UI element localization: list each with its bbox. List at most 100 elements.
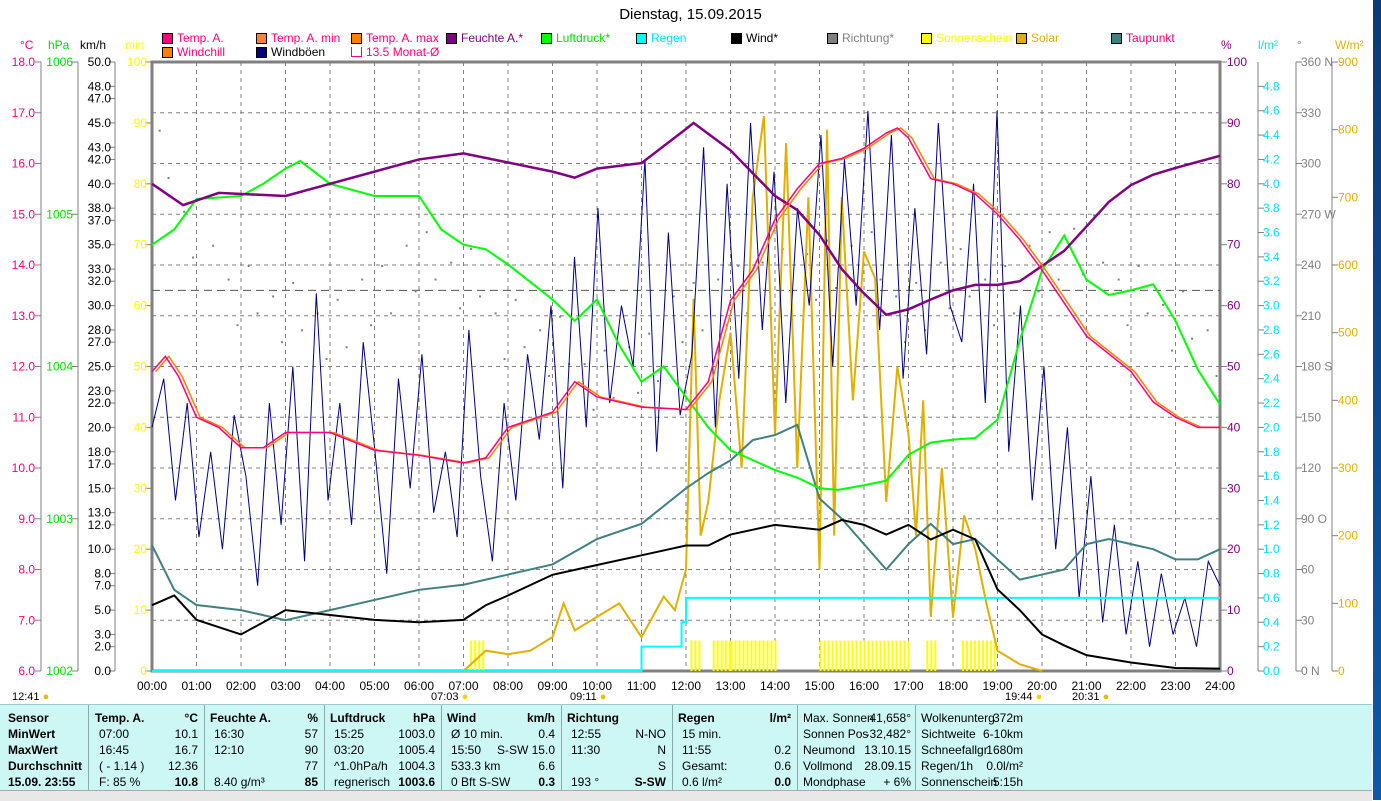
sunshine-bar — [867, 640, 870, 671]
desktop-edge — [1373, 0, 1381, 800]
sun-moon-marker: 12:41 ● — [12, 691, 49, 703]
legend-item: Solar — [1016, 31, 1059, 45]
sunshine-tick-label: 50 — [134, 360, 148, 374]
direction-dot — [915, 281, 918, 284]
sunshine-bar — [831, 640, 834, 671]
solar-tick-label: 600 — [1338, 258, 1358, 272]
sunshine-bar — [716, 640, 719, 671]
solar-tick-label: 500 — [1338, 326, 1358, 340]
direction-dot — [657, 380, 660, 383]
wind-tick-label: 25.0 — [88, 360, 112, 374]
humidity-tick-label: 60 — [1227, 299, 1241, 313]
axis-unit-label: W/m² — [1335, 38, 1364, 52]
direction-dot — [603, 349, 606, 352]
column-header: Wind — [447, 711, 477, 725]
direction-dot — [370, 324, 373, 327]
sunshine-tick-label: 30 — [134, 481, 148, 495]
direction-dot — [158, 129, 161, 132]
solar-series-line — [462, 115, 1043, 672]
direction-dot — [904, 341, 907, 344]
x-tick-label: 20:00 — [1027, 679, 1057, 693]
legend-swatch — [162, 46, 173, 58]
direction-dot — [612, 396, 615, 399]
legend-swatch — [446, 32, 457, 44]
wind-tick-label: 40.0 — [88, 177, 112, 191]
temp-tick-label: 17.0 — [12, 106, 36, 120]
cell-label: 193 ° — [571, 775, 600, 789]
cell-value: 0.3 — [538, 775, 555, 789]
direction-tick-label: 0 N — [1301, 664, 1320, 678]
rain-tick-label: 2.6 — [1263, 347, 1280, 361]
humidity-tick-label: 70 — [1227, 238, 1241, 252]
humidity-tick-label: 10 — [1227, 603, 1241, 617]
temp-tick-label: 12.0 — [12, 360, 36, 374]
cell-value: S-SW — [634, 775, 666, 789]
marker-time: 20:31 — [1072, 691, 1100, 703]
direction-dot — [1048, 231, 1051, 234]
pressure-series-line — [151, 159, 1221, 491]
sunshine-bar — [746, 640, 749, 671]
direction-dot — [701, 329, 704, 332]
x-tick-label: 18:00 — [938, 679, 968, 693]
solar-tick-label: 800 — [1338, 123, 1358, 137]
cell-value: 0.6 — [774, 759, 791, 773]
temp-tick-label: 16.0 — [12, 157, 36, 171]
sunshine-bar — [883, 640, 886, 671]
axis-unit-label: hPa — [48, 38, 70, 52]
col-pressure: Luftdruck hPa 15:25 1003.0 03:20 1005.4 ^1.0hP… — [324, 705, 442, 791]
direction-dot — [870, 231, 873, 234]
dewpoint-series-line — [151, 423, 1221, 622]
wind-tick-label: 48.0 — [88, 79, 112, 93]
legend-label: Sonnenschein — [936, 31, 1013, 45]
rain-tick-label: 0.4 — [1263, 615, 1280, 629]
sunshine-bar — [871, 640, 874, 671]
legend-label: Windböen — [271, 45, 326, 59]
direction-dot — [503, 358, 506, 361]
wind-tick-label: 5.0 — [94, 603, 111, 617]
x-tick-label: 16:00 — [849, 679, 879, 693]
cell-label: 12:10 — [214, 743, 245, 757]
rain-tick-label: 2.4 — [1263, 372, 1280, 386]
sunshine-bar — [851, 640, 854, 671]
cell-label: 15:50 — [451, 743, 482, 757]
rain-tick-label: 4.2 — [1263, 152, 1280, 166]
axis-unit-label: °C — [20, 38, 34, 52]
sunshine-bar — [819, 640, 822, 671]
temp-tick-label: 7.0 — [18, 613, 35, 627]
pressure-tick-label: 1004 — [46, 360, 73, 374]
direction-dot — [826, 239, 829, 242]
cell-label: Mondphase — [803, 775, 866, 789]
cell-label: Ø 10 min. — [451, 727, 504, 741]
direction-dot — [548, 374, 551, 377]
direction-dot — [559, 315, 562, 318]
weather-chart: 6.07.08.09.010.011.012.013.014.015.016.0… — [12, 55, 1359, 693]
cell-value: 1003.6 — [398, 775, 435, 789]
temp-tick-label: 15.0 — [12, 207, 36, 221]
cell-label: 0 Bft S-SW — [451, 775, 511, 789]
col-wind: Wind km/h Ø 10 min. 0.4 15:50 S-SW 15.0 533.3 … — [441, 705, 562, 791]
sunshine-bar — [823, 640, 826, 671]
direction-dot — [539, 329, 542, 332]
sunshine-bar — [694, 640, 697, 671]
direction-dot — [583, 363, 586, 366]
direction-tick-label: 30 — [1301, 613, 1315, 627]
temp-tick-label: 18.0 — [12, 55, 36, 69]
sunshine-bar — [895, 640, 898, 671]
solar-tick-label: 300 — [1338, 461, 1358, 475]
legend-label: Feuchte A.* — [461, 31, 524, 45]
col-misc: Wolkenunterg 372m Sichtweite 6-10km Schneefa… — [915, 705, 1045, 791]
sunshine-bar — [879, 640, 882, 671]
sunshine-bar — [730, 640, 733, 671]
axis-unit-label: % — [1221, 38, 1232, 52]
direction-dot — [414, 290, 417, 293]
wind-tick-label: 22.0 — [88, 396, 112, 410]
x-tick-label: 03:00 — [270, 679, 300, 693]
direction-dot — [717, 278, 720, 281]
legend-item: Windchill — [162, 45, 225, 59]
direction-dot — [681, 341, 684, 344]
gusts-series-line — [151, 110, 1221, 647]
direction-dot — [648, 332, 651, 335]
sunshine-bar — [770, 640, 773, 671]
cell-label: 16:30 — [214, 727, 245, 741]
sun-icon: ● — [1032, 691, 1043, 703]
